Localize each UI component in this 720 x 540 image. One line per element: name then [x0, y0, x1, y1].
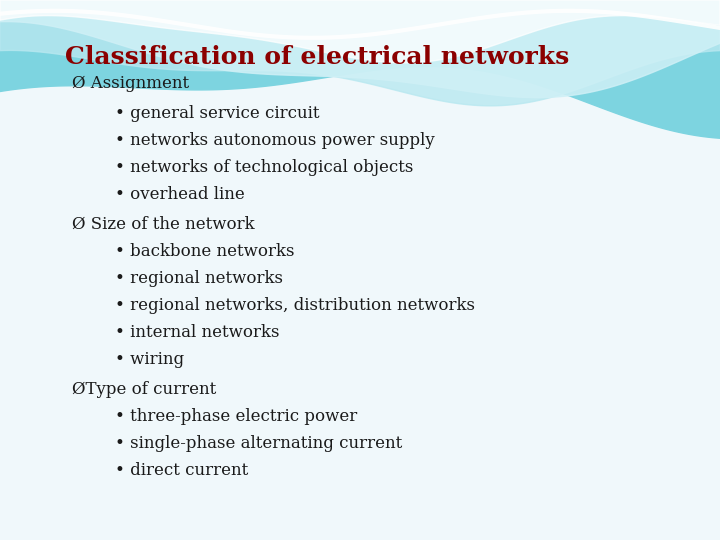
Text: Ø Assignment: Ø Assignment	[72, 75, 189, 92]
Text: • wiring: • wiring	[94, 350, 184, 368]
Text: • overhead line: • overhead line	[94, 186, 244, 203]
Text: • internal networks: • internal networks	[94, 323, 279, 341]
Text: • regional networks, distribution networks: • regional networks, distribution networ…	[94, 296, 474, 314]
Text: • regional networks: • regional networks	[94, 269, 283, 287]
Text: • three-phase electric power: • three-phase electric power	[94, 408, 357, 426]
Text: • networks autonomous power supply: • networks autonomous power supply	[94, 132, 434, 149]
Text: • general service circuit: • general service circuit	[94, 105, 319, 122]
Text: ØType of current: ØType of current	[72, 381, 216, 399]
Text: • single-phase alternating current: • single-phase alternating current	[94, 435, 402, 453]
Text: • networks of technological objects: • networks of technological objects	[94, 159, 413, 176]
Text: Ø Size of the network: Ø Size of the network	[72, 215, 255, 233]
Text: Classification of electrical networks: Classification of electrical networks	[65, 45, 569, 69]
Text: • direct current: • direct current	[94, 462, 248, 480]
Text: • backbone networks: • backbone networks	[94, 242, 294, 260]
